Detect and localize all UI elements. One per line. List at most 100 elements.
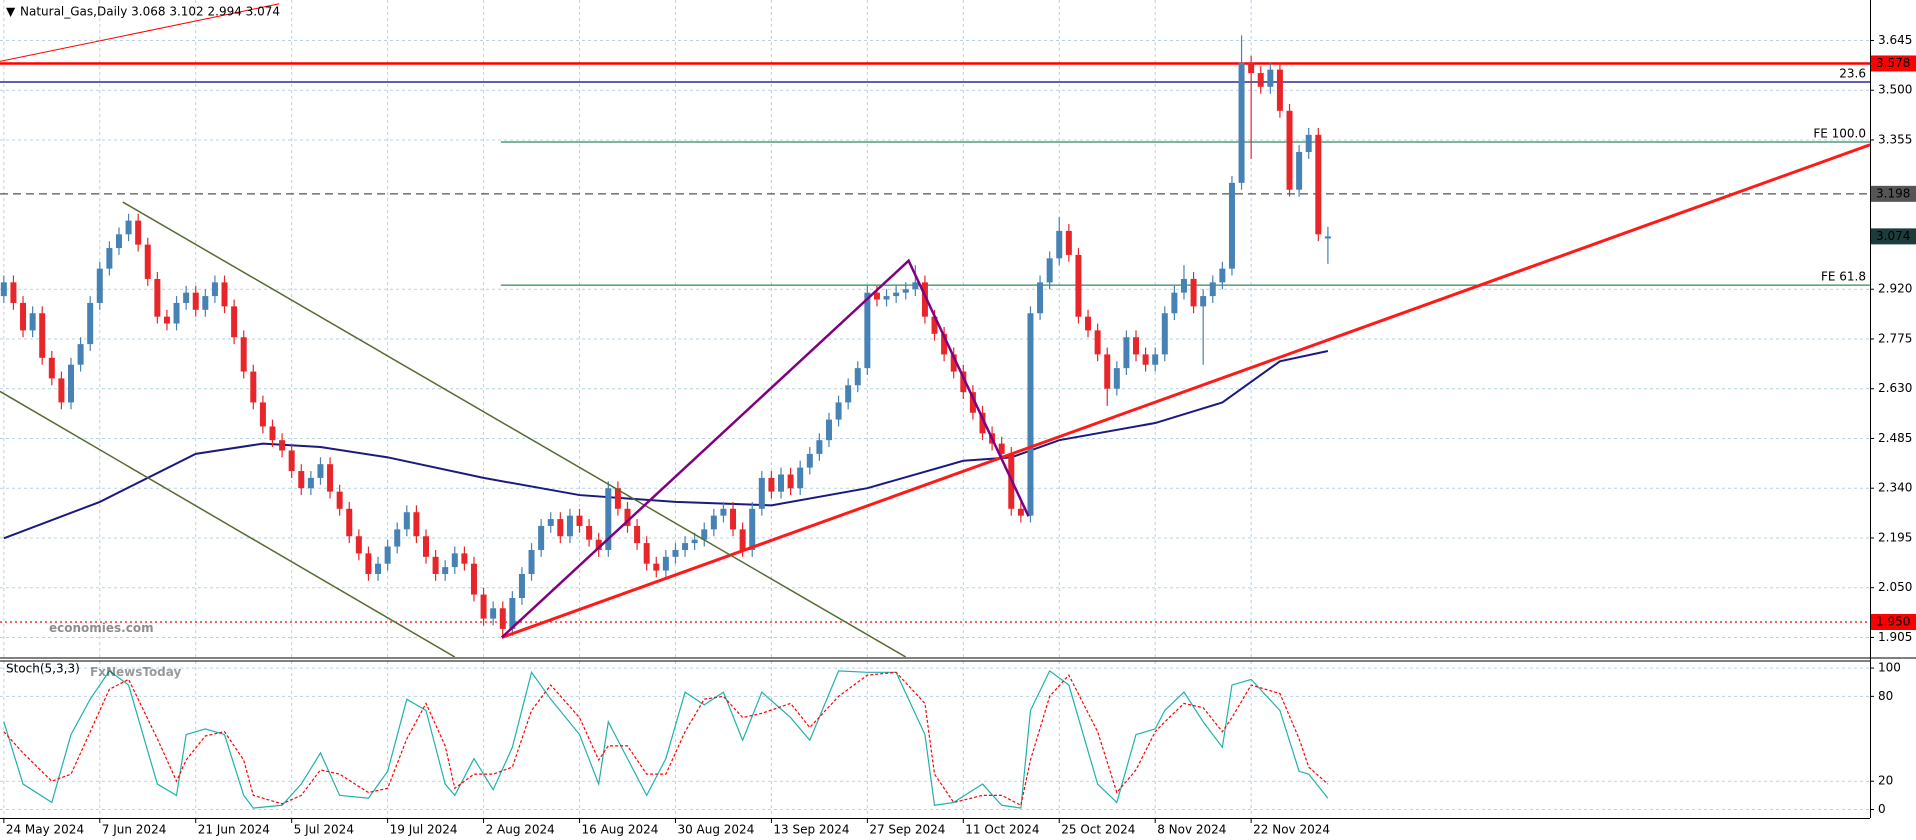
- candle-body: [20, 302, 27, 331]
- candle-body: [432, 556, 439, 574]
- candle-body: [643, 543, 650, 564]
- stoch-line: [3, 669, 1329, 809]
- candle-body: [221, 282, 228, 307]
- candle-body: [1075, 254, 1082, 317]
- stoch-title: Stoch(5,3,3): [6, 662, 80, 676]
- candle-body: [327, 464, 334, 492]
- x-tick-label: 13 Sep 2024: [773, 823, 849, 837]
- candle-body: [778, 474, 785, 492]
- candle-body: [0, 282, 7, 297]
- candle-body: [1257, 73, 1264, 87]
- candle-body: [480, 594, 487, 619]
- candle-body: [1171, 292, 1178, 314]
- x-tick-label: 19 Jul 2024: [390, 823, 458, 837]
- trend-line: [500, 258, 1030, 639]
- y-tick-label: 80: [1878, 689, 1893, 703]
- candle-body: [998, 443, 1005, 454]
- candle-body: [451, 553, 458, 568]
- trend-line: [122, 201, 907, 657]
- candle-body: [835, 402, 842, 420]
- candle-body: [1017, 508, 1024, 516]
- price-label-box: [1871, 614, 1916, 631]
- candle-body: [77, 344, 84, 365]
- candle-body: [1219, 268, 1226, 283]
- x-tick-label: 21 Jun 2024: [198, 823, 270, 837]
- candle-body: [787, 474, 794, 489]
- candle-body: [662, 556, 669, 571]
- candle-body: [1324, 236, 1331, 239]
- candle-body: [250, 371, 257, 403]
- candle-body: [710, 515, 717, 530]
- candle-body: [115, 234, 122, 249]
- candle-body: [739, 529, 746, 550]
- candle-body: [634, 525, 641, 544]
- price-label: 3.578: [1876, 56, 1910, 70]
- trend-line: [0, 3, 280, 62]
- candle-body: [68, 364, 75, 403]
- candle-body: [10, 282, 17, 303]
- candle-body: [624, 508, 631, 526]
- x-tick-label: 16 Aug 2024: [582, 823, 659, 837]
- x-tick-label: 8 Nov 2024: [1157, 823, 1226, 837]
- candle-body: [1315, 134, 1322, 235]
- candle-body: [845, 385, 852, 403]
- y-tick-label: 2.340: [1878, 481, 1912, 495]
- price-label-box: [1871, 55, 1916, 72]
- candle-body: [969, 392, 976, 413]
- candle-body: [384, 546, 391, 564]
- candle-body: [1180, 278, 1187, 293]
- price-label: 3.198: [1876, 186, 1910, 200]
- candle-body: [1238, 62, 1245, 183]
- candle-body: [825, 419, 832, 441]
- candle-body: [298, 471, 305, 489]
- candle-body: [211, 282, 218, 297]
- candle-body: [1037, 282, 1044, 314]
- candle-body: [470, 563, 477, 595]
- candle-body: [1267, 69, 1274, 87]
- candle-body: [1152, 354, 1159, 365]
- candle-body: [921, 282, 928, 317]
- candle-body: [87, 302, 94, 345]
- candle-body: [106, 248, 113, 269]
- candle-body: [1046, 258, 1053, 283]
- candle-body: [144, 244, 151, 279]
- y-tick-label: 20: [1878, 774, 1893, 788]
- candle-body: [231, 306, 238, 338]
- candle-body: [893, 292, 900, 297]
- candle-body: [950, 354, 957, 372]
- x-tick-label: 25 Oct 2024: [1061, 823, 1135, 837]
- y-tick-label: 2.630: [1878, 381, 1912, 395]
- candle-body: [653, 563, 660, 571]
- candle-body: [672, 549, 679, 557]
- candle-body: [423, 536, 430, 557]
- candle-body: [346, 508, 353, 537]
- candle-body: [730, 508, 737, 530]
- level-label: FE 61.8: [1821, 270, 1866, 284]
- y-tick-label: 2.775: [1878, 331, 1912, 345]
- candle-body: [864, 292, 871, 369]
- candle-body: [1094, 330, 1101, 355]
- candle-body: [1027, 313, 1034, 516]
- candle-body: [279, 440, 286, 451]
- candle-body: [1276, 69, 1283, 111]
- candle-body: [931, 316, 938, 334]
- price-label-box: [1871, 185, 1916, 202]
- x-tick-label: 11 Oct 2024: [965, 823, 1039, 837]
- candle-body: [96, 268, 103, 303]
- price-label: 1.950: [1876, 615, 1910, 629]
- trend-line: [0, 390, 456, 657]
- candle-body: [39, 313, 46, 358]
- candle-body: [595, 539, 602, 550]
- candle-body: [547, 519, 554, 526]
- candle-body: [883, 296, 890, 300]
- y-tick-label: 2.195: [1878, 530, 1912, 544]
- candle-body: [413, 512, 420, 537]
- candle-body: [576, 515, 583, 526]
- menu-arrow[interactable]: ▼: [6, 5, 16, 19]
- candle-body: [173, 302, 180, 324]
- x-tick-label: 2 Aug 2024: [486, 823, 555, 837]
- candle-body: [566, 515, 573, 537]
- candle-body: [682, 543, 689, 550]
- candle-body: [48, 357, 55, 379]
